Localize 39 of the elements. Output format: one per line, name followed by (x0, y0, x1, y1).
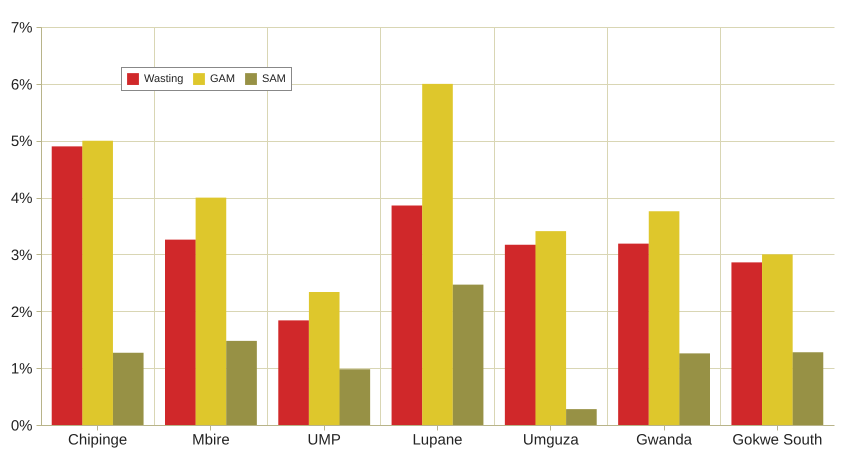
x-tick-label: Chipinge (68, 432, 128, 448)
bar (566, 409, 597, 425)
bar (52, 146, 82, 425)
bar (165, 240, 196, 425)
x-tick-label: Gokwe South (732, 432, 822, 448)
y-tick-label: 0% (10, 418, 32, 434)
legend-label: Wasting (144, 73, 184, 86)
bar (112, 352, 144, 425)
bar (792, 352, 824, 425)
bar (422, 84, 453, 425)
legend-label: GAM (210, 73, 236, 86)
x-tick-label: Mbire (192, 432, 230, 448)
bar (648, 211, 680, 425)
y-tick-label: 4% (10, 190, 32, 208)
bar (226, 340, 257, 425)
y-tick-label: 3% (10, 246, 32, 264)
y-tick-label: 1% (10, 360, 32, 378)
bar (504, 244, 536, 425)
bar (278, 320, 309, 425)
bar (731, 262, 762, 425)
x-tick-label: Lupane (412, 432, 463, 448)
bar (82, 140, 113, 425)
y-tick-label: 2% (10, 304, 32, 321)
y-tick-label: 7% (10, 20, 32, 36)
bar (535, 231, 566, 425)
bar (308, 292, 340, 425)
bar (392, 206, 422, 425)
bar (679, 353, 710, 425)
y-tick-label: 5% (10, 133, 32, 150)
bar (452, 284, 484, 425)
x-tick-label: Gwanda (636, 432, 693, 448)
bar (196, 198, 226, 425)
bar (762, 254, 793, 425)
legend-label: SAM (262, 73, 286, 86)
y-tick-label: 6% (10, 76, 32, 94)
x-tick-label: Umguza (522, 432, 580, 448)
bar (618, 244, 649, 425)
x-tick-label: UMP (308, 432, 341, 448)
bar (340, 369, 370, 425)
